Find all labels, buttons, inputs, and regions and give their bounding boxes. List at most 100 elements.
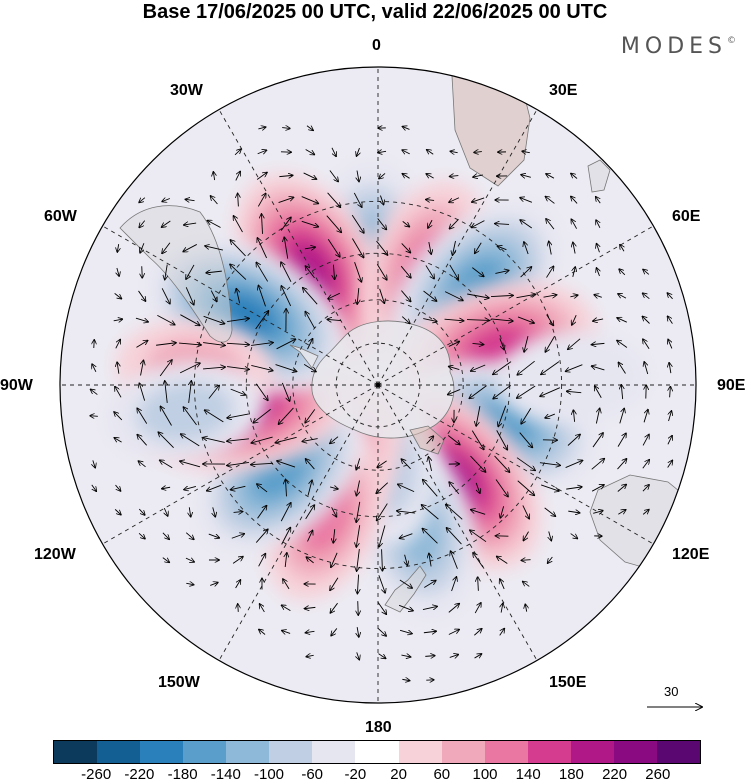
wind-vector [114,412,123,421]
wind-vector [517,385,536,398]
wind-vector [158,432,174,449]
wind-vector [450,176,459,177]
colorbar-tick-label: -220 [124,766,155,783]
wind-vector [592,433,603,448]
wind-vector [521,408,532,423]
wind-vector [472,220,485,228]
colorbar-tick-label: 220 [602,766,628,783]
wind-vector [236,289,241,304]
wind-vector [378,653,385,659]
wind-vector [162,220,171,227]
wind-vector [448,630,459,635]
wind-vector [138,461,146,468]
wind-vector [591,485,604,492]
wind-vector [354,262,362,282]
wind-vector [399,579,412,588]
wind-vector [401,459,411,470]
wind-vector [444,291,463,301]
colorbar-tick-label: 140 [515,766,541,783]
wind-vector [570,533,578,539]
wind-vector [521,175,531,178]
wind-vector [278,197,294,204]
wind-vector [525,604,526,612]
wind-vector [210,583,218,586]
wind-vector [471,510,486,515]
wind-vector [449,482,460,495]
wind-vector [517,360,535,375]
wind-vector [476,406,481,426]
wind-vector [356,501,361,522]
wind-vector [238,604,239,612]
wind-vector [257,150,267,154]
wind-vector [571,174,578,179]
wind-vector [471,430,483,450]
wind-vector [306,631,315,632]
wind-vector [139,220,146,228]
colorbar-segment [527,741,571,763]
wind-vector [643,293,650,300]
wind-vector [333,264,334,280]
wind-vector [281,262,292,283]
wind-vector [138,508,144,515]
kerguelen-region [409,425,445,455]
wind-vector [211,196,218,205]
wind-vector [162,557,169,563]
wind-vector [305,266,315,279]
wind-vector [377,601,387,614]
wind-vector [302,439,318,442]
wind-vector [233,216,243,233]
wind-vector [669,411,672,422]
wind-vector [251,343,273,346]
wind-vector [283,579,290,590]
wind-vector [617,318,627,323]
wind-vector [235,172,240,181]
wind-vector [570,295,577,297]
wind-vector [402,221,410,226]
wind-vector [277,461,296,468]
meridian-line [377,384,654,545]
wind-vector [113,319,123,321]
wind-vector [591,459,605,470]
wind-vector [516,457,535,471]
wind-vector [378,575,385,593]
colorbar-ticks: -260 -220 -180 -140 -100 -60 -20 20 60 100 140 180 2… [53,764,701,783]
wind-vector [306,459,315,470]
wind-vector [451,577,457,592]
wind-vector [376,240,388,255]
wind-vector [255,311,269,330]
wind-vector [258,554,266,567]
wind-vector [448,388,461,394]
wind-vector [596,197,601,204]
wind-vector [669,363,671,374]
wind-vector [617,341,628,348]
negative-anomaly [497,331,648,425]
lon-label-150e: 150E [549,674,587,691]
wind-vector [330,577,339,590]
wind-vector [185,287,194,304]
wind-vector [400,265,411,278]
wind-vector [305,149,315,154]
meridian-line [102,225,379,386]
wind-vector [184,223,197,225]
wind-vector [546,219,555,230]
wind-vector [159,360,172,377]
wind-vector [427,150,434,155]
wind-vector [449,197,460,202]
wind-vector [165,264,167,280]
wind-vector [667,436,672,445]
wind-vector [522,505,529,518]
wind-vector [376,264,386,279]
wind-vector [357,147,360,156]
colorbar-segment [269,741,313,763]
wind-vector [523,582,530,587]
wind-vector [644,362,649,375]
wind-vector [422,505,439,520]
wind-vector [470,530,487,543]
colorbar [53,740,701,764]
wind-vector [377,460,387,467]
wind-vector [549,531,552,541]
wind-vector [380,195,383,205]
wind-vector [474,654,482,658]
wind-vector [238,194,239,207]
wind-vector [451,551,458,569]
